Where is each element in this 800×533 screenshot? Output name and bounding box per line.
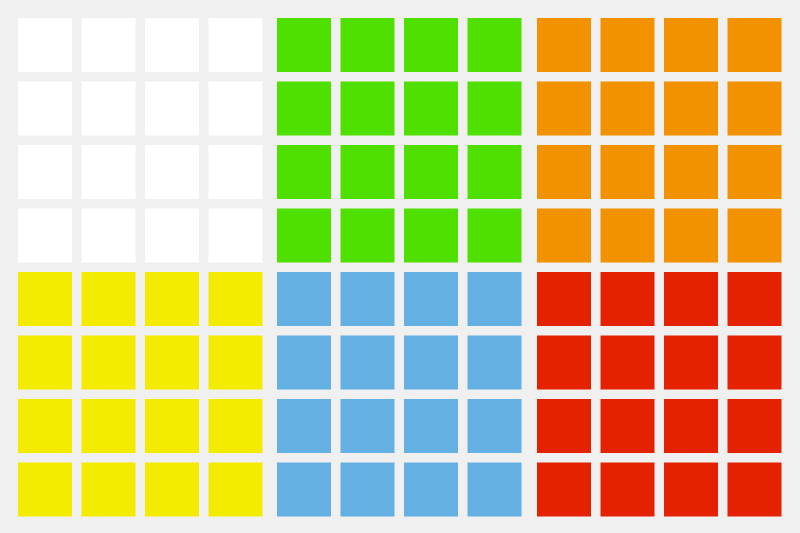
sticker [600, 208, 655, 263]
sticker [404, 272, 458, 326]
sticker [277, 145, 331, 199]
sticker [145, 145, 199, 199]
sticker [145, 399, 199, 453]
sticker [727, 208, 782, 263]
sticker [664, 81, 718, 136]
sticker [537, 145, 591, 199]
sticker [18, 81, 72, 136]
sticker [537, 272, 591, 326]
sticker [467, 18, 522, 72]
sticker [404, 81, 458, 136]
sticker [18, 208, 72, 263]
sticker [18, 399, 72, 453]
sticker [208, 18, 263, 72]
sticker [664, 272, 718, 326]
sticker [600, 81, 655, 136]
sticker [467, 399, 522, 453]
sticker [208, 462, 263, 517]
sticker [277, 208, 331, 263]
sticker [81, 145, 136, 199]
sticker [145, 335, 199, 390]
sticker [277, 335, 331, 390]
sticker [18, 272, 72, 326]
sticker [727, 81, 782, 136]
sticker [664, 18, 718, 72]
sticker [340, 208, 395, 263]
sticker [145, 208, 199, 263]
sticker [404, 18, 458, 72]
sticker [208, 81, 263, 136]
sticker [208, 208, 263, 263]
sticker [340, 272, 395, 326]
sticker [467, 272, 522, 326]
sticker [664, 145, 718, 199]
sticker [467, 81, 522, 136]
sticker [277, 399, 331, 453]
sticker [600, 462, 655, 517]
sticker [18, 145, 72, 199]
sticker [277, 462, 331, 517]
sticker [537, 399, 591, 453]
sticker [727, 145, 782, 199]
sticker [81, 335, 136, 390]
sticker [81, 18, 136, 72]
sticker [467, 208, 522, 263]
sticker [145, 272, 199, 326]
sticker [404, 208, 458, 263]
sticker [664, 335, 718, 390]
sticker [727, 462, 782, 517]
sticker [600, 272, 655, 326]
sticker [340, 145, 395, 199]
sticker [340, 81, 395, 136]
sticker [81, 399, 136, 453]
sticker [340, 18, 395, 72]
sticker [145, 18, 199, 72]
sticker [537, 335, 591, 390]
sticker [81, 81, 136, 136]
sticker [537, 462, 591, 517]
sticker [537, 18, 591, 72]
sticker [537, 208, 591, 263]
sticker [81, 462, 136, 517]
sticker [340, 335, 395, 390]
sticker [277, 81, 331, 136]
sticker [537, 81, 591, 136]
sticker [664, 208, 718, 263]
sticker [208, 272, 263, 326]
sticker [208, 399, 263, 453]
sticker [208, 145, 263, 199]
sticker [404, 399, 458, 453]
sticker [467, 335, 522, 390]
sticker [727, 335, 782, 390]
sticker [600, 145, 655, 199]
sticker [600, 335, 655, 390]
sticker [600, 18, 655, 72]
sticker [727, 18, 782, 72]
sticker [727, 272, 782, 326]
sticker [340, 462, 395, 517]
sticker [404, 335, 458, 390]
sticker [340, 399, 395, 453]
sticker [404, 462, 458, 517]
sticker [208, 335, 263, 390]
sticker [664, 399, 718, 453]
sticker [18, 335, 72, 390]
sticker [81, 208, 136, 263]
sticker [277, 18, 331, 72]
sticker [600, 399, 655, 453]
sticker [404, 145, 458, 199]
sticker [81, 272, 136, 326]
sticker [145, 462, 199, 517]
sticker [18, 18, 72, 72]
sticker [18, 462, 72, 517]
sticker [145, 81, 199, 136]
sticker [467, 462, 522, 517]
sticker [664, 462, 718, 517]
sticker [727, 399, 782, 453]
sticker [277, 272, 331, 326]
sticker [467, 145, 522, 199]
